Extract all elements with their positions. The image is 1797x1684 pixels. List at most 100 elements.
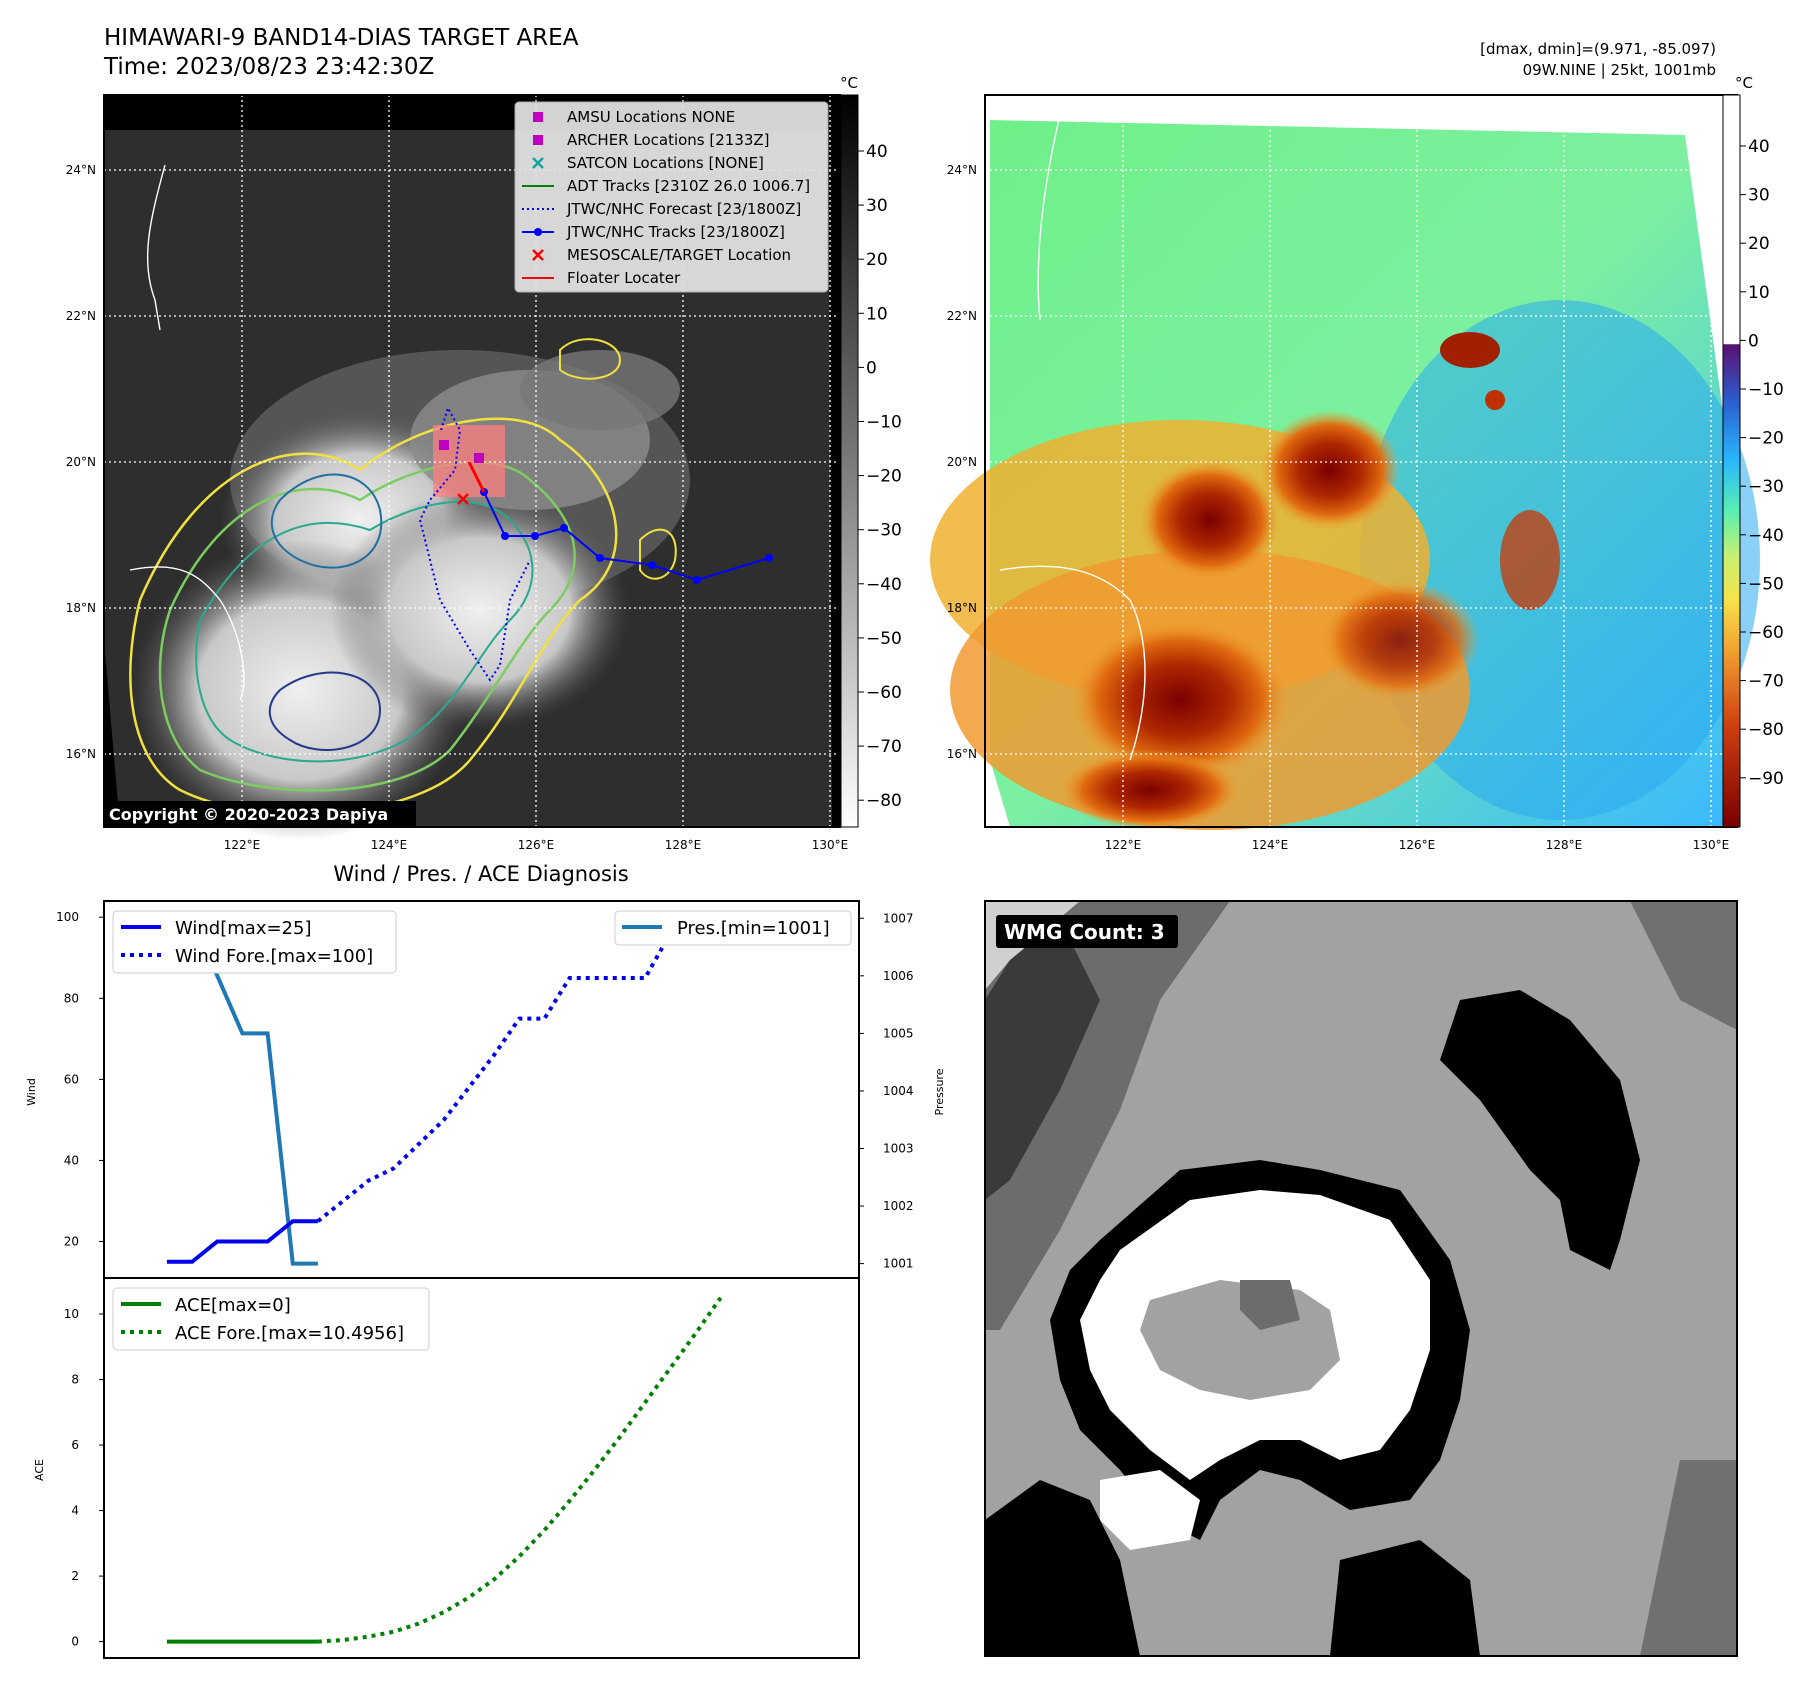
lon-tick-label: 122°E xyxy=(224,838,261,852)
left-cbar-tick-label: 10 xyxy=(866,304,888,324)
right-cbar-tick-label: −80 xyxy=(1748,720,1784,740)
floater-locater-line xyxy=(467,461,486,493)
ace-tick-label: 4 xyxy=(71,1504,79,1518)
right-map-gridlines xyxy=(985,95,1737,827)
wind-line xyxy=(166,1219,318,1264)
left-cbar-tick-label: 20 xyxy=(866,250,888,270)
legend-label-2: SATCON Locations [NONE] xyxy=(567,154,764,172)
wind-tick-label: 100 xyxy=(56,910,79,924)
left-map-lat-ticks: 24°N 22°N 20°N 18°N 16°N xyxy=(66,163,96,761)
right-colorbar xyxy=(1722,94,1741,828)
left-cbar-tick-label: −30 xyxy=(866,521,902,541)
legend-label-5: JTWC/NHC Tracks [23/1800Z] xyxy=(566,223,785,241)
wind-legend: Wind[max=25] Wind Fore.[max=100] xyxy=(112,910,397,974)
left-cbar-tick-label: −20 xyxy=(866,467,902,487)
lat-tick-label: 18°N xyxy=(947,601,977,615)
left-colorbar-ticks: 40 30 20 10 0 −10 −20 −30 −40 −50 −60 −70 −80 xyxy=(858,142,902,811)
ace-tick-label: 8 xyxy=(71,1373,79,1387)
archer-location-marker-2 xyxy=(474,453,484,463)
legend-label-4: JTWC/NHC Forecast [23/1800Z] xyxy=(566,200,801,218)
ace-tick-label: 0 xyxy=(71,1635,79,1649)
wmg-count-label: WMG Count: 3 xyxy=(1004,920,1165,944)
lat-tick-label: 24°N xyxy=(947,163,977,177)
right-cbar-tick-label: 10 xyxy=(1748,283,1770,303)
pressure-tick-label: 1006 xyxy=(883,969,914,983)
copyright-box xyxy=(104,801,416,826)
lat-tick-label: 20°N xyxy=(947,455,977,469)
wind-tick-label: 20 xyxy=(64,1235,79,1249)
ace-axis-label: ACE xyxy=(33,1459,46,1481)
pressure-legend: Pres.[min=1001] xyxy=(614,910,852,946)
figure-title: HIMAWARI-9 BAND14-DIAS TARGET AREA xyxy=(104,25,579,51)
lat-tick-label: 16°N xyxy=(947,747,977,761)
ace-legend: ACE[max=0] ACE Fore.[max=10.4956] xyxy=(112,1287,430,1351)
jtwc-best-track xyxy=(483,491,770,582)
lon-tick-label: 124°E xyxy=(1252,838,1289,852)
pressure-tick-label: 1003 xyxy=(883,1141,914,1155)
right-map-lon-ticks: 122°E 124°E 126°E 128°E 130°E xyxy=(1105,838,1730,852)
right-cbar-tick-label: −90 xyxy=(1748,769,1784,789)
map-frame xyxy=(103,94,841,828)
legend-label-3: ADT Tracks [2310Z 26.0 1006.7] xyxy=(567,177,810,195)
right-cbar-tick-label: 20 xyxy=(1748,234,1770,254)
lat-tick-label: 22°N xyxy=(947,309,977,323)
pressure-tick-label: 1001 xyxy=(883,1257,914,1271)
right-map-lat-ticks: 24°N 22°N 20°N 18°N 16°N xyxy=(947,163,977,761)
legend-wind: Wind[max=25] xyxy=(175,918,312,939)
right-cbar-tick-label: −10 xyxy=(1748,380,1784,400)
pressure-tick-label: 1002 xyxy=(883,1199,914,1213)
right-colorbar-ticks: 40 30 20 10 0 −10 −20 −30 −40 −50 −60 −70 −80 −90 xyxy=(1740,137,1784,789)
legend-wind-fore: Wind Fore.[max=100] xyxy=(175,946,373,967)
legend-ace: ACE[max=0] xyxy=(175,1295,291,1316)
ir-color-map xyxy=(930,94,1760,830)
floater-box xyxy=(433,425,505,497)
lon-tick-label: 122°E xyxy=(1105,838,1142,852)
jtwc-forecast-track xyxy=(418,405,531,682)
pressure-tick-label: 1007 xyxy=(883,911,914,925)
right-cbar-tick-label: −60 xyxy=(1748,623,1784,643)
right-colorbar-unit: °C xyxy=(1735,74,1753,92)
left-cbar-tick-label: −40 xyxy=(866,575,902,595)
lat-tick-label: 24°N xyxy=(66,163,96,177)
lon-tick-label: 128°E xyxy=(665,838,702,852)
lat-tick-label: 16°N xyxy=(66,747,96,761)
right-cbar-tick-label: 40 xyxy=(1748,137,1770,157)
figure-time: Time: 2023/08/23 23:42:30Z xyxy=(103,54,434,80)
map-legend: AMSU Locations NONE ARCHER Locations [213… xyxy=(514,101,829,293)
wind-tick-label: 40 xyxy=(64,1153,79,1167)
storm-info-label: 09W.NINE | 25kt, 1001mb xyxy=(1523,61,1716,79)
lon-tick-label: 126°E xyxy=(518,838,555,852)
wmg-panel xyxy=(984,900,1738,1657)
left-cbar-tick-label: 0 xyxy=(866,358,877,378)
left-cbar-tick-label: −10 xyxy=(866,413,902,433)
lon-tick-label: 128°E xyxy=(1546,838,1583,852)
lon-tick-label: 130°E xyxy=(1693,838,1730,852)
right-cbar-tick-label: −20 xyxy=(1748,429,1784,449)
left-colorbar xyxy=(840,94,859,828)
lat-tick-label: 18°N xyxy=(66,601,96,615)
lat-tick-label: 20°N xyxy=(66,455,96,469)
jtwc-track-points xyxy=(480,488,773,584)
diagnosis-ticks: 1008060402010071006100510041003100210011… xyxy=(56,910,913,1648)
left-cbar-tick-label: −80 xyxy=(866,791,902,811)
left-colorbar-unit: °C xyxy=(840,74,858,92)
ace-tick-label: 6 xyxy=(71,1438,79,1452)
ace-tick-label: 2 xyxy=(71,1569,79,1583)
pressure-tick-label: 1005 xyxy=(883,1026,914,1040)
wind-tick-label: 80 xyxy=(64,991,79,1005)
right-cbar-tick-label: −70 xyxy=(1748,672,1784,692)
right-cbar-tick-label: 0 xyxy=(1748,331,1759,351)
right-cbar-tick-label: −30 xyxy=(1748,477,1784,497)
legend-label-6: MESOSCALE/TARGET Location xyxy=(567,246,791,264)
legend-marker-0 xyxy=(533,112,543,122)
lon-tick-label: 124°E xyxy=(371,838,408,852)
ace-tick-label: 10 xyxy=(64,1307,79,1321)
wind-tick-label: 60 xyxy=(64,1072,79,1086)
right-cbar-tick-label: −40 xyxy=(1748,526,1784,546)
lat-tick-label: 22°N xyxy=(66,309,96,323)
pressure-axis-label: Pressure xyxy=(933,1068,946,1115)
legend-label-7: Floater Locater xyxy=(567,269,681,287)
left-map-lon-ticks: 122°E 124°E 126°E 128°E 130°E xyxy=(224,838,849,852)
target-location-marker xyxy=(457,493,469,505)
